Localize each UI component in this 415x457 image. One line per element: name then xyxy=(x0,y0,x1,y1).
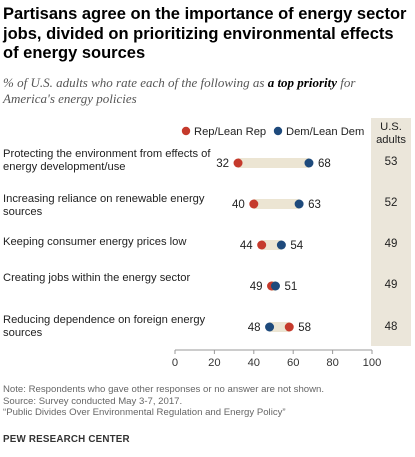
legend-marker-1 xyxy=(273,126,283,136)
row-label-prices: Keeping consumer energy prices low xyxy=(3,236,187,248)
footnote-note: Note: Respondents who gave other respons… xyxy=(3,384,325,395)
row-label-renewable: Increasing reliance on renewable energy … xyxy=(3,193,205,218)
rep-dot xyxy=(233,158,243,168)
x-tick-label: 0 xyxy=(172,357,178,369)
row-label-environment: Protecting the environment from effects … xyxy=(3,148,211,173)
data-label-left: 32 xyxy=(216,158,229,170)
footnote: Note: Respondents who gave other respons… xyxy=(3,384,408,419)
footnote-source: Source: Survey conducted May 3-7, 2017. xyxy=(3,395,183,407)
rep-dot xyxy=(257,240,267,250)
legend-label-1: Dem/Lean Dem xyxy=(286,126,364,138)
legend-marker-0 xyxy=(181,126,191,136)
range-connector xyxy=(269,322,290,332)
subtitle-post: for America's energy policies xyxy=(3,75,356,106)
data-label-right: 54 xyxy=(290,240,303,252)
x-tick-label: 80 xyxy=(326,357,338,369)
dem-dot xyxy=(304,158,314,168)
data-label-right: 63 xyxy=(308,199,321,211)
org-name: PEW RESEARCH CENTER xyxy=(3,434,130,445)
range-connector xyxy=(238,158,309,168)
data-label-right: 51 xyxy=(284,281,297,293)
data-label-right: 58 xyxy=(298,322,311,334)
chart-title: Partisans agree on the importance of ene… xyxy=(3,5,407,62)
dem-dot xyxy=(276,240,286,250)
data-label-left: 44 xyxy=(240,240,253,252)
chart-subtitle: % of U.S. adults who rate each of the fo… xyxy=(3,75,403,107)
us-adults-header: U.S. adults xyxy=(376,121,406,146)
us-adults-value: 49 xyxy=(384,238,398,250)
dem-dot xyxy=(265,322,275,332)
us-adults-value: 52 xyxy=(384,197,398,209)
us-adults-value: 49 xyxy=(384,279,398,291)
x-tick-label: 20 xyxy=(208,357,220,369)
x-tick-label: 40 xyxy=(248,357,260,369)
range-connector xyxy=(261,240,282,250)
subtitle-emphasis: a top priority xyxy=(267,75,338,90)
range-connector xyxy=(253,199,300,209)
rep-dot xyxy=(249,199,259,209)
footnote-report: “Public Divides Over Environmental Regul… xyxy=(3,407,286,418)
rep-dot xyxy=(284,322,294,332)
data-label-left: 48 xyxy=(248,322,261,334)
us-adults-value: 48 xyxy=(384,321,398,333)
data-label-left: 40 xyxy=(232,199,245,211)
dem-dot xyxy=(270,281,280,291)
subtitle-pre: % of U.S. adults who rate each of the fo… xyxy=(3,75,268,90)
dem-dot xyxy=(294,199,304,209)
legend-label-0: Rep/Lean Rep xyxy=(194,126,266,138)
data-label-right: 68 xyxy=(318,158,331,170)
row-label-foreign: Reducing dependence on foreign energy so… xyxy=(3,314,206,339)
us-adults-column xyxy=(371,118,411,346)
x-tick-label: 100 xyxy=(363,357,382,369)
us-adults-value: 53 xyxy=(384,156,398,168)
data-label-left: 49 xyxy=(250,281,263,293)
x-tick-label: 60 xyxy=(287,357,299,369)
row-label-jobs: Creating jobs within the energy sector xyxy=(3,272,191,284)
